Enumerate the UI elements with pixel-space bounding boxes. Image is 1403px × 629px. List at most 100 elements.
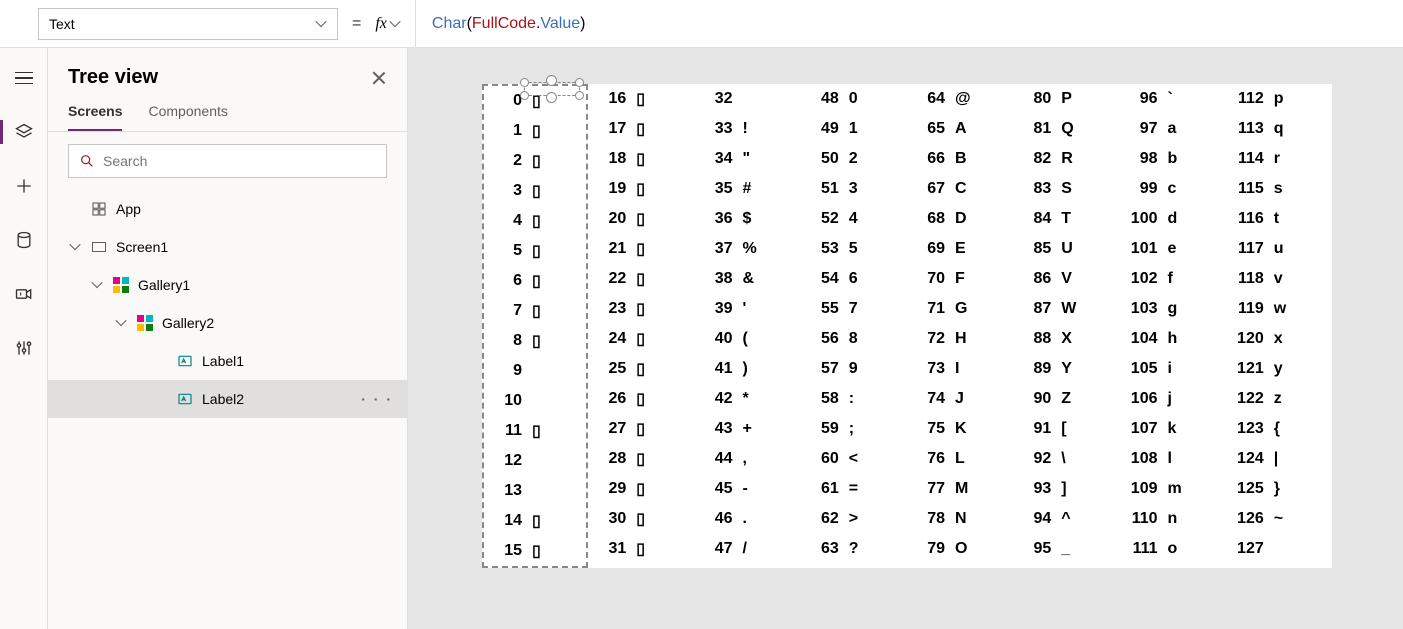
- fx-button[interactable]: fx: [375, 0, 416, 47]
- ascii-cell[interactable]: 96`: [1120, 84, 1226, 114]
- ascii-cell[interactable]: 80P: [1013, 84, 1119, 114]
- ascii-cell[interactable]: 102f: [1120, 264, 1226, 294]
- ascii-cell[interactable]: 111o: [1120, 534, 1226, 564]
- ascii-cell[interactable]: 94^: [1013, 504, 1119, 534]
- ascii-cell[interactable]: 4▯: [484, 206, 586, 236]
- ascii-cell[interactable]: 95_: [1013, 534, 1119, 564]
- ascii-cell[interactable]: 23▯: [588, 294, 694, 324]
- ascii-cell[interactable]: 84T: [1013, 204, 1119, 234]
- ascii-cell[interactable]: 93]: [1013, 474, 1119, 504]
- ascii-cell[interactable]: 116t: [1226, 204, 1332, 234]
- ascii-cell[interactable]: 121y: [1226, 354, 1332, 384]
- ascii-cell[interactable]: 105i: [1120, 354, 1226, 384]
- ascii-cell[interactable]: 72H: [907, 324, 1013, 354]
- ascii-cell[interactable]: 64@: [907, 84, 1013, 114]
- ascii-cell[interactable]: 108l: [1120, 444, 1226, 474]
- ascii-cell[interactable]: 100d: [1120, 204, 1226, 234]
- ascii-cell[interactable]: 557: [801, 294, 907, 324]
- formula-input[interactable]: Char( FullCode.Value ): [416, 15, 1403, 33]
- ascii-cell[interactable]: 109m: [1120, 474, 1226, 504]
- ascii-cell[interactable]: 78N: [907, 504, 1013, 534]
- ascii-cell[interactable]: 29▯: [588, 474, 694, 504]
- ascii-cell[interactable]: 113q: [1226, 114, 1332, 144]
- ascii-cell[interactable]: 70F: [907, 264, 1013, 294]
- ascii-cell[interactable]: 45-: [695, 474, 801, 504]
- ascii-cell[interactable]: 66B: [907, 144, 1013, 174]
- ascii-cell[interactable]: 10: [484, 386, 586, 416]
- ascii-cell[interactable]: 125}: [1226, 474, 1332, 504]
- ascii-cell[interactable]: 65A: [907, 114, 1013, 144]
- ascii-cell[interactable]: 75K: [907, 414, 1013, 444]
- ascii-cell[interactable]: 99c: [1120, 174, 1226, 204]
- ascii-cell[interactable]: 0▯: [484, 86, 586, 116]
- close-icon[interactable]: [371, 70, 387, 86]
- ascii-cell[interactable]: 107k: [1120, 414, 1226, 444]
- ascii-cell[interactable]: 524: [801, 204, 907, 234]
- ascii-cell[interactable]: 26▯: [588, 384, 694, 414]
- rail-hamburger[interactable]: [0, 62, 48, 94]
- ascii-cell[interactable]: 123{: [1226, 414, 1332, 444]
- search-input[interactable]: [103, 153, 376, 169]
- ascii-cell[interactable]: 67C: [907, 174, 1013, 204]
- ascii-cell[interactable]: 33!: [695, 114, 801, 144]
- ascii-cell[interactable]: 546: [801, 264, 907, 294]
- rail-insert[interactable]: [0, 170, 48, 202]
- ascii-cell[interactable]: 85U: [1013, 234, 1119, 264]
- ascii-cell[interactable]: 491: [801, 114, 907, 144]
- ascii-cell[interactable]: 34": [695, 144, 801, 174]
- tab-screens[interactable]: Screens: [68, 95, 122, 131]
- canvas[interactable]: 0▯1▯2▯3▯4▯5▯6▯7▯8▯91011▯121314▯15▯16▯17▯…: [408, 48, 1403, 629]
- ascii-cell[interactable]: 5▯: [484, 236, 586, 266]
- ascii-cell[interactable]: 42*: [695, 384, 801, 414]
- ascii-cell[interactable]: 579: [801, 354, 907, 384]
- ascii-cell[interactable]: 27▯: [588, 414, 694, 444]
- ascii-cell[interactable]: 480: [801, 84, 907, 114]
- rail-media[interactable]: [0, 278, 48, 310]
- ascii-cell[interactable]: 73I: [907, 354, 1013, 384]
- ascii-cell[interactable]: 101e: [1120, 234, 1226, 264]
- ascii-cell[interactable]: 38&: [695, 264, 801, 294]
- tree-search[interactable]: [68, 144, 387, 178]
- ascii-cell[interactable]: 76L: [907, 444, 1013, 474]
- ascii-cell[interactable]: 43+: [695, 414, 801, 444]
- ascii-cell[interactable]: 97a: [1120, 114, 1226, 144]
- ascii-cell[interactable]: 86V: [1013, 264, 1119, 294]
- ascii-cell[interactable]: 124|: [1226, 444, 1332, 474]
- ascii-cell[interactable]: 568: [801, 324, 907, 354]
- ascii-cell[interactable]: 60<: [801, 444, 907, 474]
- ascii-cell[interactable]: 7▯: [484, 296, 586, 326]
- tree-node-gallery2[interactable]: Gallery2: [48, 304, 407, 342]
- rail-advanced[interactable]: [0, 332, 48, 364]
- ascii-cell[interactable]: 63?: [801, 534, 907, 564]
- ascii-cell[interactable]: 58:: [801, 384, 907, 414]
- ascii-cell[interactable]: 24▯: [588, 324, 694, 354]
- ascii-cell[interactable]: 83S: [1013, 174, 1119, 204]
- ascii-cell[interactable]: 44,: [695, 444, 801, 474]
- ascii-cell[interactable]: 87W: [1013, 294, 1119, 324]
- tree-node-app[interactable]: App: [48, 190, 407, 228]
- ascii-cell[interactable]: 69E: [907, 234, 1013, 264]
- ascii-cell[interactable]: 68D: [907, 204, 1013, 234]
- ascii-cell[interactable]: 502: [801, 144, 907, 174]
- ascii-cell[interactable]: 89Y: [1013, 354, 1119, 384]
- ascii-cell[interactable]: 59;: [801, 414, 907, 444]
- ascii-cell[interactable]: 22▯: [588, 264, 694, 294]
- ascii-cell[interactable]: 104h: [1120, 324, 1226, 354]
- ascii-cell[interactable]: 31▯: [588, 534, 694, 564]
- ascii-cell[interactable]: 36$: [695, 204, 801, 234]
- ascii-cell[interactable]: 90Z: [1013, 384, 1119, 414]
- ascii-cell[interactable]: 110n: [1120, 504, 1226, 534]
- ascii-cell[interactable]: 127: [1226, 534, 1332, 564]
- property-select[interactable]: Text: [38, 8, 338, 40]
- ascii-cell[interactable]: 535: [801, 234, 907, 264]
- ascii-cell[interactable]: 79O: [907, 534, 1013, 564]
- ascii-cell[interactable]: 126~: [1226, 504, 1332, 534]
- ascii-cell[interactable]: 6▯: [484, 266, 586, 296]
- ascii-cell[interactable]: 92\: [1013, 444, 1119, 474]
- ascii-cell[interactable]: 77M: [907, 474, 1013, 504]
- ascii-cell[interactable]: 28▯: [588, 444, 694, 474]
- ascii-cell[interactable]: 13: [484, 476, 586, 506]
- ascii-cell[interactable]: 62>: [801, 504, 907, 534]
- ascii-cell[interactable]: 82R: [1013, 144, 1119, 174]
- ascii-cell[interactable]: 117u: [1226, 234, 1332, 264]
